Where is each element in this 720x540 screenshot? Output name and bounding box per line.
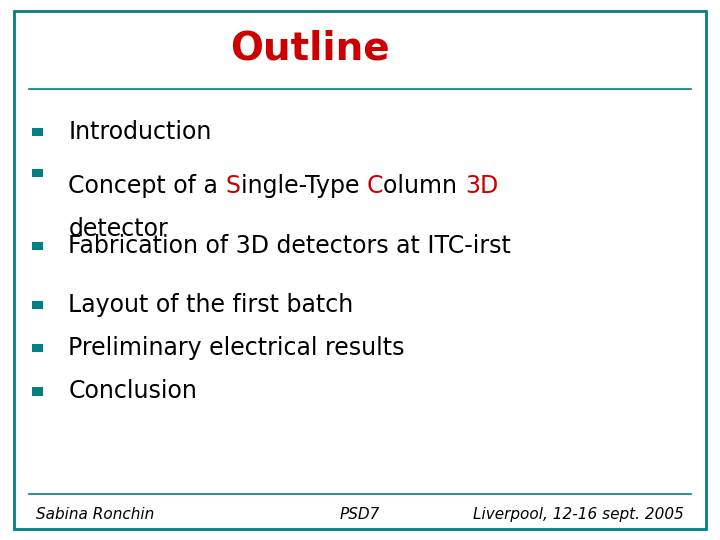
Bar <box>32 345 43 353</box>
Bar <box>32 241 43 249</box>
Text: Outline: Outline <box>230 30 390 68</box>
Bar <box>32 168 43 177</box>
Text: C: C <box>366 174 383 198</box>
Text: Concept of a: Concept of a <box>68 174 226 198</box>
Text: Conclusion: Conclusion <box>68 380 197 403</box>
Text: PSD7: PSD7 <box>340 507 380 522</box>
Bar <box>32 388 43 395</box>
Text: Introduction: Introduction <box>68 120 212 144</box>
Text: Fabrication of 3D detectors at ITC-irst: Fabrication of 3D detectors at ITC-irst <box>68 234 511 258</box>
Bar <box>32 128 43 136</box>
Text: S: S <box>226 174 240 198</box>
Text: Liverpool, 12-16 sept. 2005: Liverpool, 12-16 sept. 2005 <box>473 507 684 522</box>
Text: Preliminary electrical results: Preliminary electrical results <box>68 336 405 360</box>
Text: ingle-Type: ingle-Type <box>240 174 366 198</box>
Text: Layout of the first batch: Layout of the first batch <box>68 293 354 317</box>
Bar <box>32 301 43 309</box>
Text: detector: detector <box>68 218 168 241</box>
Text: 3D: 3D <box>465 174 498 198</box>
Text: olumn: olumn <box>383 174 465 198</box>
Text: Sabina Ronchin: Sabina Ronchin <box>36 507 154 522</box>
